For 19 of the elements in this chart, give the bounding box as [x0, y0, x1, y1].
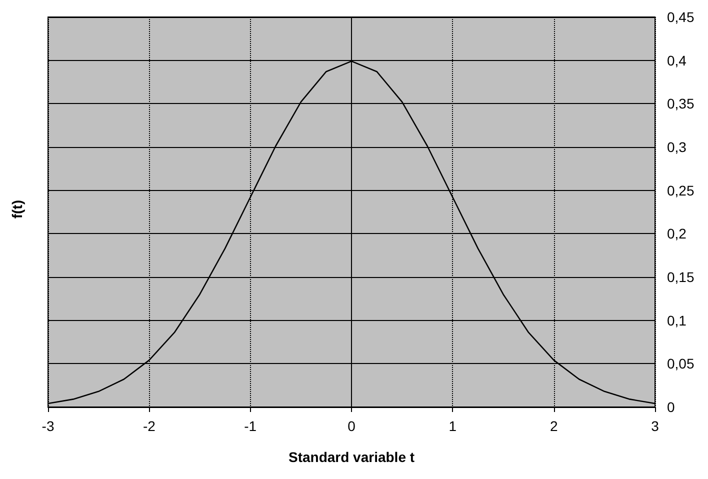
- x-tick-label: -3: [42, 418, 54, 434]
- x-tick-label: 3: [651, 418, 660, 434]
- y-tick-label: 0,2: [667, 226, 687, 242]
- y-tick-label: 0,25: [667, 182, 694, 198]
- x-tick-label: 2: [550, 418, 558, 434]
- y-tick-label: 0,05: [667, 356, 694, 372]
- x-tick-label: -2: [142, 418, 156, 434]
- y-tick-label: 0,1: [667, 312, 687, 328]
- y-axis-title: f(t): [9, 200, 25, 219]
- y-tick-label: 0,35: [667, 96, 694, 112]
- x-tick-label: 0: [348, 418, 356, 434]
- y-tick-label: 0,4: [667, 52, 687, 68]
- x-tick-label: 1: [448, 418, 457, 434]
- y-tick-label: 0: [667, 399, 675, 415]
- y-tick-label: 0,3: [667, 139, 687, 155]
- y-tick-label: 0,15: [667, 269, 694, 285]
- x-axis-title: Standard variable t: [288, 449, 415, 465]
- x-tick-label: -1: [244, 418, 257, 434]
- y-tick-label: 0,45: [667, 9, 694, 25]
